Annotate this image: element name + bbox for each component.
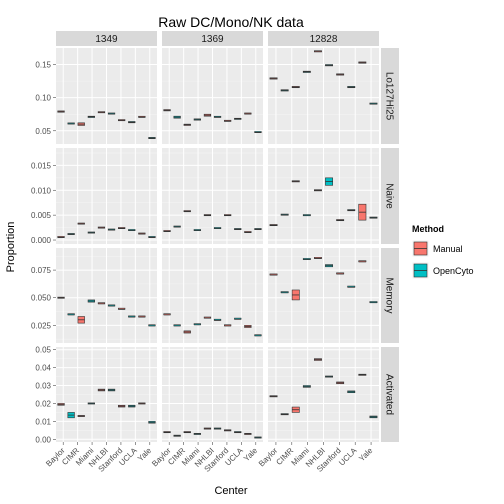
- row-strip: [381, 248, 399, 343]
- y-tick-label: 0.04: [35, 364, 51, 373]
- legend-title: Method: [412, 224, 444, 234]
- y-tick-label: 0.01: [35, 417, 51, 426]
- y-tick-label: 0.005: [31, 211, 52, 220]
- y-tick-label: 0.05: [35, 127, 51, 136]
- y-tick-label: 0.000: [31, 236, 52, 245]
- x-tick-label: UCLA: [337, 446, 359, 468]
- y-tick-label: 0.015: [31, 161, 52, 170]
- column-strip: [162, 31, 263, 46]
- legend-label: OpenCyto: [433, 266, 474, 276]
- x-tick-label: Baylor: [257, 446, 280, 469]
- y-tick-label: 0.075: [31, 266, 52, 275]
- y-tick-label: 0.010: [31, 186, 52, 195]
- chart-title: Raw DC/Mono/NK data: [158, 14, 304, 30]
- y-tick-label: 0.05: [35, 346, 51, 355]
- x-tick-label: Yale: [242, 446, 260, 464]
- row-strip-label: Naive: [384, 183, 395, 209]
- column-strip-label: 12828: [310, 34, 338, 45]
- row-strip: [381, 347, 399, 442]
- row-strip: [381, 48, 399, 144]
- y-tick-label: 0.15: [35, 61, 51, 70]
- y-tick-label: 0.050: [31, 294, 52, 303]
- x-axis-title: Center: [214, 485, 247, 497]
- x-tick-label: Yale: [357, 446, 375, 464]
- y-tick-label: 0.10: [35, 94, 51, 103]
- row-strip-label: Activated: [384, 374, 395, 415]
- row-strip-label: Memory: [384, 277, 395, 313]
- column-strip-label: 1349: [95, 34, 118, 45]
- column-strip-label: 1369: [201, 34, 224, 45]
- facet-panels: 1349 1369 12828 Lo127Hi25 Naive Memory Activat…: [31, 31, 399, 474]
- y-tick-label: 0.025: [31, 321, 52, 330]
- row-strip: [381, 148, 399, 244]
- legend-label: Manual: [433, 244, 463, 254]
- y-tick-label: 0.02: [35, 399, 51, 408]
- column-strip: [268, 31, 379, 46]
- column-strip: [56, 31, 157, 46]
- y-tick-label: 0.03: [35, 382, 51, 391]
- y-axis-title: Proportion: [5, 222, 17, 273]
- row-strip-label: Lo127Hi25: [384, 72, 395, 121]
- legend: Method Manual OpenCyto: [411, 224, 474, 280]
- y-tick-label: 0.00: [35, 435, 51, 444]
